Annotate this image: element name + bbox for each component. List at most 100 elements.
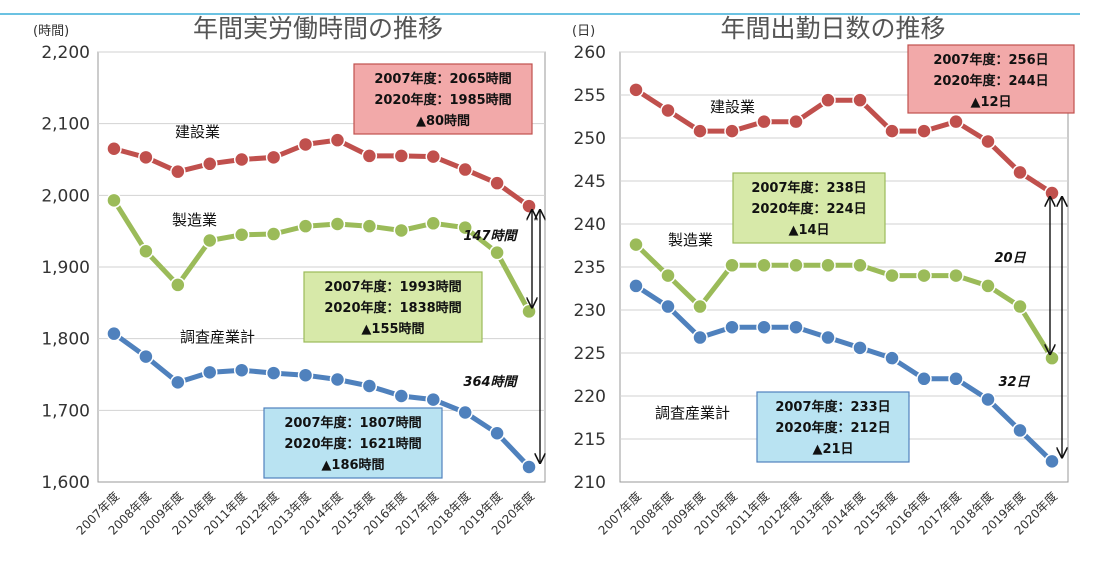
data-point xyxy=(457,219,473,236)
days-chart: 2102152202252302352402452502552602007年度2… xyxy=(572,14,1075,538)
annotation-line: ▲155時間 xyxy=(361,321,424,337)
data-point xyxy=(361,378,378,394)
annotation-box: 2007年度：1993時間 2020年度：1838時間 ▲155時間 xyxy=(303,271,483,343)
y-axis-unit: (時間) xyxy=(33,24,69,39)
gap-arrow: 32日 xyxy=(998,196,1062,459)
data-point xyxy=(660,267,676,284)
data-point xyxy=(788,257,804,274)
gap-arrow: 364時間 xyxy=(463,209,540,464)
data-point xyxy=(948,371,964,387)
y-tick-label: 1,900 xyxy=(41,258,90,278)
annotation-box-bg xyxy=(303,271,483,343)
annotation-line: 2007年度：256日 xyxy=(933,52,1048,68)
data-point xyxy=(329,371,346,388)
data-point xyxy=(756,257,772,274)
data-point xyxy=(457,161,473,178)
annotation-line: 2007年度：233日 xyxy=(775,399,890,415)
hours-chart: 1,600 1,700 1,800 1,900 2,000 2,100 2,200 2007年… xyxy=(33,14,545,538)
data-point xyxy=(916,371,932,387)
y-axis-unit: (日) xyxy=(572,24,595,39)
annotation-line: ▲21日 xyxy=(812,442,853,457)
data-point xyxy=(202,364,218,381)
annotation-box-bg xyxy=(732,172,886,244)
data-point xyxy=(884,123,900,139)
series-all-industries: 調査産業計 xyxy=(106,325,537,475)
data-point xyxy=(297,367,314,383)
data-point xyxy=(852,340,868,356)
data-point xyxy=(138,348,154,365)
data-point xyxy=(425,391,441,408)
data-point xyxy=(393,148,410,164)
data-point xyxy=(1044,453,1060,470)
y-tick-label: 255 xyxy=(574,86,606,106)
y-tick-label: 2,200 xyxy=(41,43,90,63)
data-point xyxy=(756,319,772,335)
data-point xyxy=(265,149,282,166)
y-tick-label: 215 xyxy=(574,430,606,450)
data-point xyxy=(457,404,473,421)
annotation-line: ▲80時間 xyxy=(416,113,470,129)
annotation-line: ▲14日 xyxy=(788,223,829,238)
data-point xyxy=(361,218,378,234)
annotation-line: ▲12日 xyxy=(970,95,1011,110)
data-point xyxy=(724,123,740,139)
data-point xyxy=(393,222,410,239)
data-point xyxy=(724,319,740,335)
data-point xyxy=(884,350,900,366)
series-label: 製造業 xyxy=(172,211,217,229)
data-point xyxy=(628,236,644,253)
data-point xyxy=(202,232,218,249)
data-point xyxy=(1044,185,1060,201)
annotation-box: 2007年度：2065時間 2020年度：1985時間 ▲80時間 xyxy=(353,63,533,135)
data-point xyxy=(1012,422,1028,439)
y-tick-label: 210 xyxy=(574,473,606,493)
y-tick-label: 260 xyxy=(574,43,606,63)
gap-arrow: 20日 xyxy=(994,196,1050,356)
data-point xyxy=(233,151,250,168)
annotation-line: 2007年度：2065時間 xyxy=(374,71,511,87)
series-label: 建設業 xyxy=(710,98,755,116)
annotation-line: 2020年度：1621時間 xyxy=(284,436,421,452)
data-point xyxy=(1012,164,1028,181)
data-point xyxy=(724,257,740,274)
data-point xyxy=(820,257,836,274)
series-all-industries: 調査産業計 xyxy=(628,278,1060,470)
y-tick-label: 240 xyxy=(574,215,606,235)
annotation-box: 2007年度：1807時間 2020年度：1621時間 ▲186時間 xyxy=(263,407,443,479)
data-point xyxy=(852,257,868,274)
data-point xyxy=(948,267,964,284)
data-point xyxy=(820,92,836,108)
data-point xyxy=(106,192,122,209)
series-label: 建設業 xyxy=(175,123,220,141)
chart-title: 年間出勤日数の推移 xyxy=(720,14,945,43)
annotation-line: 2020年度：1838時間 xyxy=(324,300,461,316)
data-point xyxy=(980,133,996,150)
data-point xyxy=(852,92,868,108)
data-point xyxy=(170,163,186,180)
annotation-line: 2007年度：1807時間 xyxy=(284,415,421,431)
y-tick-label: 235 xyxy=(574,258,606,278)
annotation-line: ▲186時間 xyxy=(321,457,384,473)
series-manufacturing: 製造業 xyxy=(106,192,537,320)
data-point xyxy=(660,102,676,119)
data-point xyxy=(692,329,708,346)
annotation-line: 2020年度：212日 xyxy=(775,420,890,436)
data-point xyxy=(948,113,964,130)
data-point xyxy=(884,267,900,284)
annotation-line: 2020年度：244日 xyxy=(933,73,1048,89)
annotation-box-bg xyxy=(263,407,443,479)
data-point xyxy=(521,303,537,320)
annotation-line: 2020年度：224日 xyxy=(751,201,866,217)
data-point xyxy=(660,298,676,315)
annotation-line: 2007年度：238日 xyxy=(751,180,866,196)
data-point xyxy=(521,198,537,214)
data-point xyxy=(521,459,537,475)
data-point xyxy=(106,325,122,342)
data-point xyxy=(425,215,441,232)
series-construction: 建設業 xyxy=(628,82,1060,201)
data-point xyxy=(138,149,154,166)
data-point xyxy=(980,391,996,408)
y-tick-label: 2,000 xyxy=(41,186,90,206)
data-point xyxy=(916,123,932,139)
gap-label: 32日 xyxy=(998,375,1030,390)
